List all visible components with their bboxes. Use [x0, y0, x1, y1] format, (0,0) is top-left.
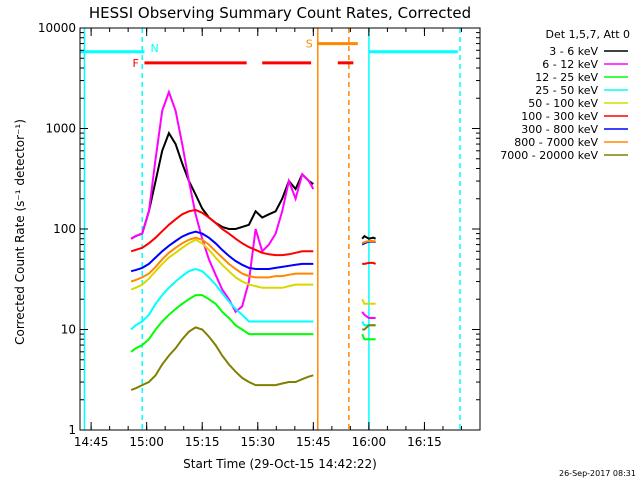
legend-label: 800 - 7000 keV — [514, 136, 598, 149]
legend-label: 25 - 50 keV — [535, 84, 598, 97]
y-tick-label: 10000 — [38, 21, 76, 35]
series-line — [130, 89, 315, 314]
legend-label: 3 - 6 keV — [549, 45, 598, 58]
axes: 1 10 100 1000 10000 14:45 15:00 15:15 15:30 15:45… — [38, 21, 481, 449]
x-tick-label: 16:00 — [352, 435, 387, 449]
series-line-late — [362, 261, 376, 265]
legend-header: Det 1,5,7, Att 0 — [546, 28, 630, 41]
series-line-late — [361, 240, 376, 245]
series-line-late — [361, 311, 376, 319]
x-tick-label: 14:45 — [74, 435, 109, 449]
y-tick-label: 10 — [61, 323, 76, 337]
x-tick-label: 15:45 — [296, 435, 331, 449]
y-tick-label: 1000 — [45, 122, 76, 136]
x-tick-label: 15:15 — [185, 435, 220, 449]
timestamp-label: 26-Sep-2017 08:31 — [559, 469, 636, 478]
series-line — [130, 267, 314, 331]
legend-label: 100 - 300 keV — [521, 110, 598, 123]
legend-label: 7000 - 20000 keV — [500, 149, 598, 162]
series-line-late — [361, 333, 376, 341]
chart-title: HESSI Observing Summary Count Rates, Cor… — [89, 4, 471, 22]
series-line — [130, 130, 314, 240]
flag-label-S: S — [306, 38, 313, 51]
y-tick-label: 1 — [68, 423, 76, 437]
plot-area: FN S — [80, 28, 461, 430]
x-tick-label: 16:15 — [407, 435, 442, 449]
series-line-late — [361, 298, 376, 305]
x-tick-label: 15:00 — [129, 435, 164, 449]
flag-label-N: N — [150, 42, 158, 55]
legend-label: 50 - 100 keV — [528, 97, 598, 110]
y-tick-label: 100 — [53, 222, 76, 236]
legend-label: 12 - 25 keV — [535, 71, 598, 84]
flag-label-F: F — [132, 57, 138, 70]
series-line — [130, 208, 314, 257]
x-axis-label: Start Time (29-Oct-15 14:42:22) — [183, 457, 377, 471]
series-line — [130, 236, 314, 283]
series-line — [130, 238, 314, 291]
series-line-late — [361, 234, 376, 240]
series-line — [130, 326, 314, 391]
series-line — [130, 294, 314, 353]
x-tick-label: 15:30 — [240, 435, 275, 449]
y-axis-label: Corrected Count Rate (s⁻¹ detector⁻¹) — [13, 119, 27, 345]
legend-label: 6 - 12 keV — [542, 58, 598, 71]
series-line-late — [362, 324, 376, 331]
series-line — [130, 230, 314, 273]
legend-label: 300 - 800 keV — [521, 123, 598, 136]
